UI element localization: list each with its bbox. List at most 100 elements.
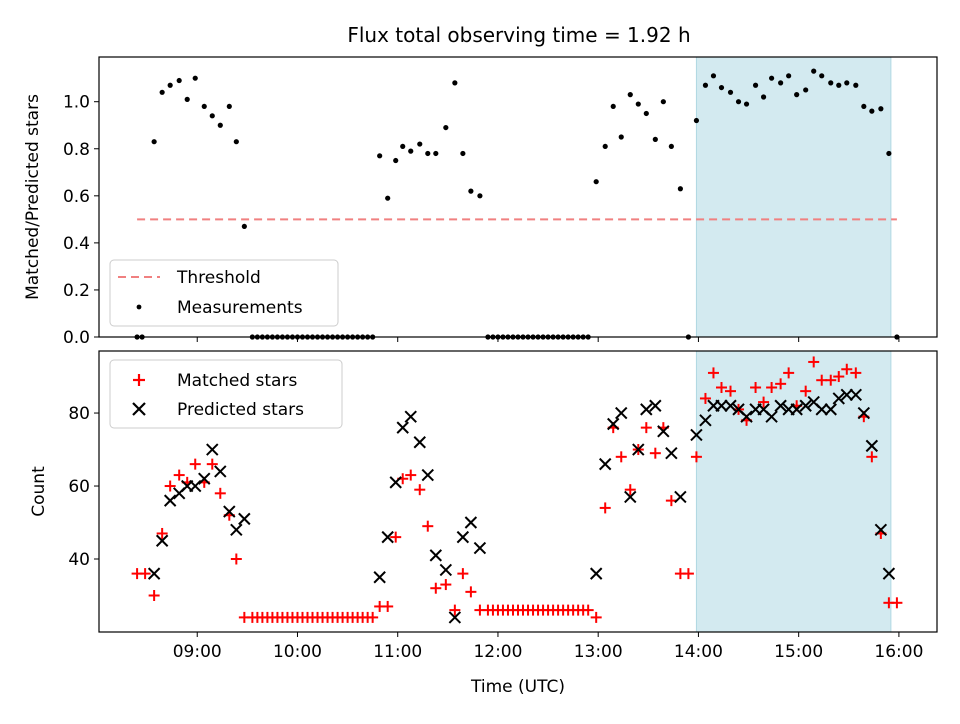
- measurement-point: [718, 84, 725, 91]
- measurement-point: [377, 153, 383, 159]
- measurement-point: [393, 157, 399, 164]
- predicted-star-point: [589, 567, 603, 580]
- predicted-x-b: [421, 468, 434, 482]
- predicted-star-point: [857, 406, 871, 420]
- predicted-star-point: [840, 388, 853, 401]
- predicted-star-point: [155, 534, 169, 547]
- measurement-point: [400, 143, 406, 150]
- predicted-x-b: [163, 494, 177, 507]
- predicted-x-b: [690, 428, 703, 442]
- measurement-point: [610, 103, 616, 110]
- matched-star-point: [783, 367, 795, 379]
- predicted-star-point: [624, 490, 637, 504]
- predicted-x-b: [765, 410, 778, 423]
- predicted-star-point: [790, 403, 803, 416]
- legend-matched-swatch: [133, 374, 145, 386]
- measurement-point: [643, 110, 649, 117]
- predicted-star-point: [849, 388, 863, 401]
- predicted-x-b: [198, 472, 211, 485]
- predicted-x-b: [155, 534, 169, 547]
- predicted-x-b: [404, 410, 417, 423]
- measurement-point: [652, 136, 658, 142]
- predicted-star-point: [421, 468, 434, 482]
- measurement-point: [853, 82, 859, 88]
- predicted-star-point: [865, 439, 879, 453]
- predicted-x-b: [632, 443, 645, 456]
- measurement-point: [677, 186, 683, 192]
- predicted-star-point: [607, 417, 620, 431]
- count-y-tick-label: 40: [68, 550, 90, 570]
- x-tick-label: 15:00: [774, 642, 823, 662]
- predicted-star-point: [640, 403, 653, 416]
- predicted-x-b: [640, 403, 653, 416]
- predicted-star-point: [206, 443, 219, 456]
- measurement-point: [460, 150, 466, 157]
- measurement-point: [760, 94, 767, 100]
- predicted-x-b: [473, 541, 487, 555]
- predicted-x-b: [624, 490, 637, 504]
- matched-star-point: [164, 480, 176, 492]
- measurement-point: [593, 179, 599, 185]
- predicted-star-point: [464, 516, 478, 529]
- predicted-x-b: [607, 417, 620, 431]
- predicted-x-b: [396, 421, 409, 434]
- legend-measurements-swatch: [136, 304, 142, 310]
- measurement-point: [627, 92, 633, 98]
- predicted-star-point: [223, 505, 236, 518]
- predicted-x-b: [732, 403, 745, 416]
- matched-star-point: [173, 469, 185, 481]
- predicted-star-point: [824, 403, 837, 416]
- matched-star-point: [382, 600, 394, 612]
- predicted-star-point: [189, 479, 202, 493]
- measurement-point: [468, 188, 474, 194]
- predicted-x-b: [874, 523, 888, 537]
- predicted-star-point: [774, 399, 787, 412]
- x-tick-label: 10:00: [273, 642, 322, 662]
- measurement-point: [844, 80, 850, 86]
- count-legend: Matched stars Predicted stars: [109, 359, 343, 429]
- predicted-x-b: [230, 523, 243, 537]
- predicted-star-point: [674, 490, 687, 504]
- predicted-star-point: [832, 392, 845, 405]
- predicted-x-b: [882, 567, 896, 580]
- predicted-x-b: [699, 414, 712, 427]
- predicted-x-b: [373, 571, 386, 584]
- measurement-point: [869, 108, 875, 114]
- ratio-panel: 0.0 0.2 0.4 0.6 0.8 1.0 Matched/Predicted sta…: [23, 56, 938, 348]
- predicted-x-b: [715, 399, 728, 412]
- predicted-star-point: [413, 436, 426, 449]
- predicted-star-point: [799, 399, 812, 412]
- measurement-point: [385, 195, 391, 201]
- predicted-star-point: [632, 443, 645, 456]
- matched-star-point: [367, 611, 379, 623]
- matched-star-point: [866, 451, 878, 463]
- predicted-x-b: [189, 479, 202, 493]
- matched-star-point: [599, 502, 611, 514]
- measurement-point: [828, 80, 834, 86]
- x-tick-label: 11:00: [373, 642, 422, 662]
- ratio-legend-box: [109, 259, 339, 327]
- predicted-x-b: [147, 567, 161, 580]
- measurement-point: [443, 124, 449, 131]
- predicted-star-point: [657, 425, 670, 438]
- measurement-point: [811, 68, 817, 74]
- measurement-point: [167, 82, 173, 88]
- predicted-x-b: [865, 439, 879, 453]
- measurement-point: [702, 82, 709, 88]
- predicted-x-b: [824, 403, 837, 416]
- measurement-point: [735, 99, 742, 105]
- ratio-y-tick-label: 0.0: [63, 328, 90, 348]
- ratio-y-axis-ticks: 0.0 0.2 0.4 0.6 0.8 1.0: [63, 93, 99, 348]
- matched-star-point: [682, 568, 694, 580]
- predicted-star-point: [815, 403, 828, 416]
- matched-star-point: [690, 451, 702, 463]
- matched-star-point: [825, 374, 837, 386]
- measurement-point: [668, 143, 674, 150]
- legend-predicted-swatch: [132, 402, 146, 416]
- predicted-x-b: [456, 530, 470, 544]
- matched-star-point: [640, 422, 652, 434]
- measurement-point: [159, 89, 165, 95]
- predicted-x-b: [429, 549, 443, 562]
- predicted-x-b: [774, 399, 787, 412]
